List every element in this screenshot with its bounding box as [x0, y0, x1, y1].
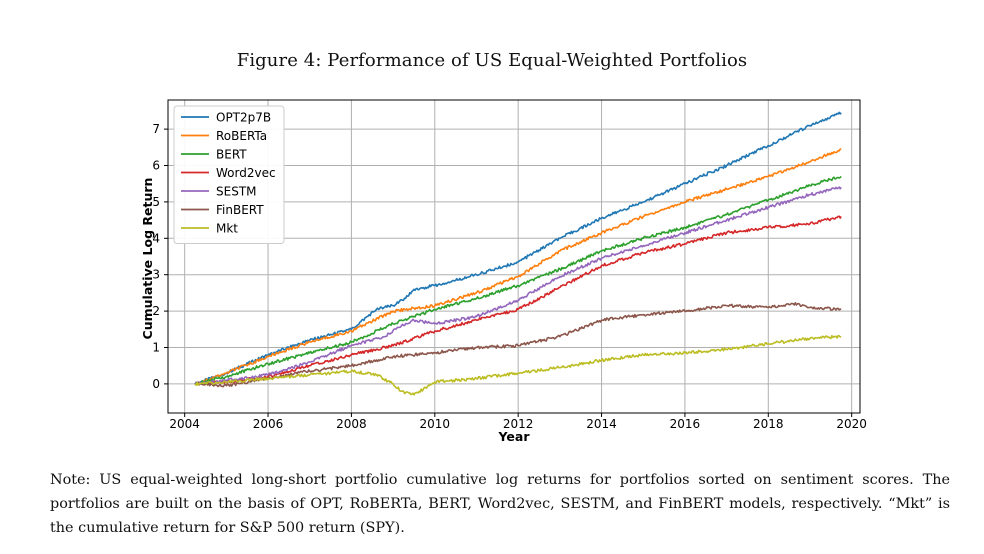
x-tick-label: 2004 [169, 417, 200, 431]
legend-label-roberta: RoBERTa [216, 129, 267, 143]
x-tick-label: 2012 [503, 417, 534, 431]
series-line-mkt [194, 334, 842, 396]
y-tick-label: 1 [152, 340, 160, 354]
y-axis-label: Cumulative Log Return [140, 178, 155, 340]
legend-label-bert: BERT [216, 148, 247, 162]
x-tick-label: 2016 [670, 417, 701, 431]
x-axis-label: Year [498, 429, 531, 444]
x-tick-label: 2018 [753, 417, 784, 431]
legend-label-finbert: FinBERT [216, 203, 264, 217]
legend-label-word2vec: Word2vec [216, 166, 276, 180]
series-line-opt2p7b [194, 111, 842, 386]
x-tick-label: 2020 [836, 417, 867, 431]
series-line-sestm [194, 186, 842, 385]
x-tick-label: 2010 [420, 417, 451, 431]
figure-note: Note: US equal-weighted long-short portf… [50, 472, 950, 536]
y-tick-label: 3 [152, 268, 160, 282]
plot-frame [167, 99, 861, 414]
series-line-finbert [194, 302, 842, 388]
x-tick-label: 2008 [336, 417, 367, 431]
series-line-bert [194, 175, 842, 385]
legend-label-opt2p7b: OPT2p7B [216, 111, 271, 125]
series-line-roberta [194, 148, 842, 386]
y-tick-label: 0 [152, 377, 160, 391]
legend-label-sestm: SESTM [216, 185, 257, 199]
y-tick-label: 6 [152, 159, 160, 173]
x-tick-label: 2014 [586, 417, 617, 431]
legend-label-mkt: Mkt [216, 222, 238, 236]
y-tick-label: 4 [152, 231, 160, 245]
y-tick-label: 5 [152, 195, 160, 209]
figure-title: Figure 4: Performance of US Equal-Weight… [236, 50, 748, 71]
series-line-word2vec [194, 215, 842, 386]
y-tick-label: 2 [152, 304, 160, 318]
y-tick-label: 7 [152, 122, 160, 136]
x-tick-label: 2006 [253, 417, 284, 431]
